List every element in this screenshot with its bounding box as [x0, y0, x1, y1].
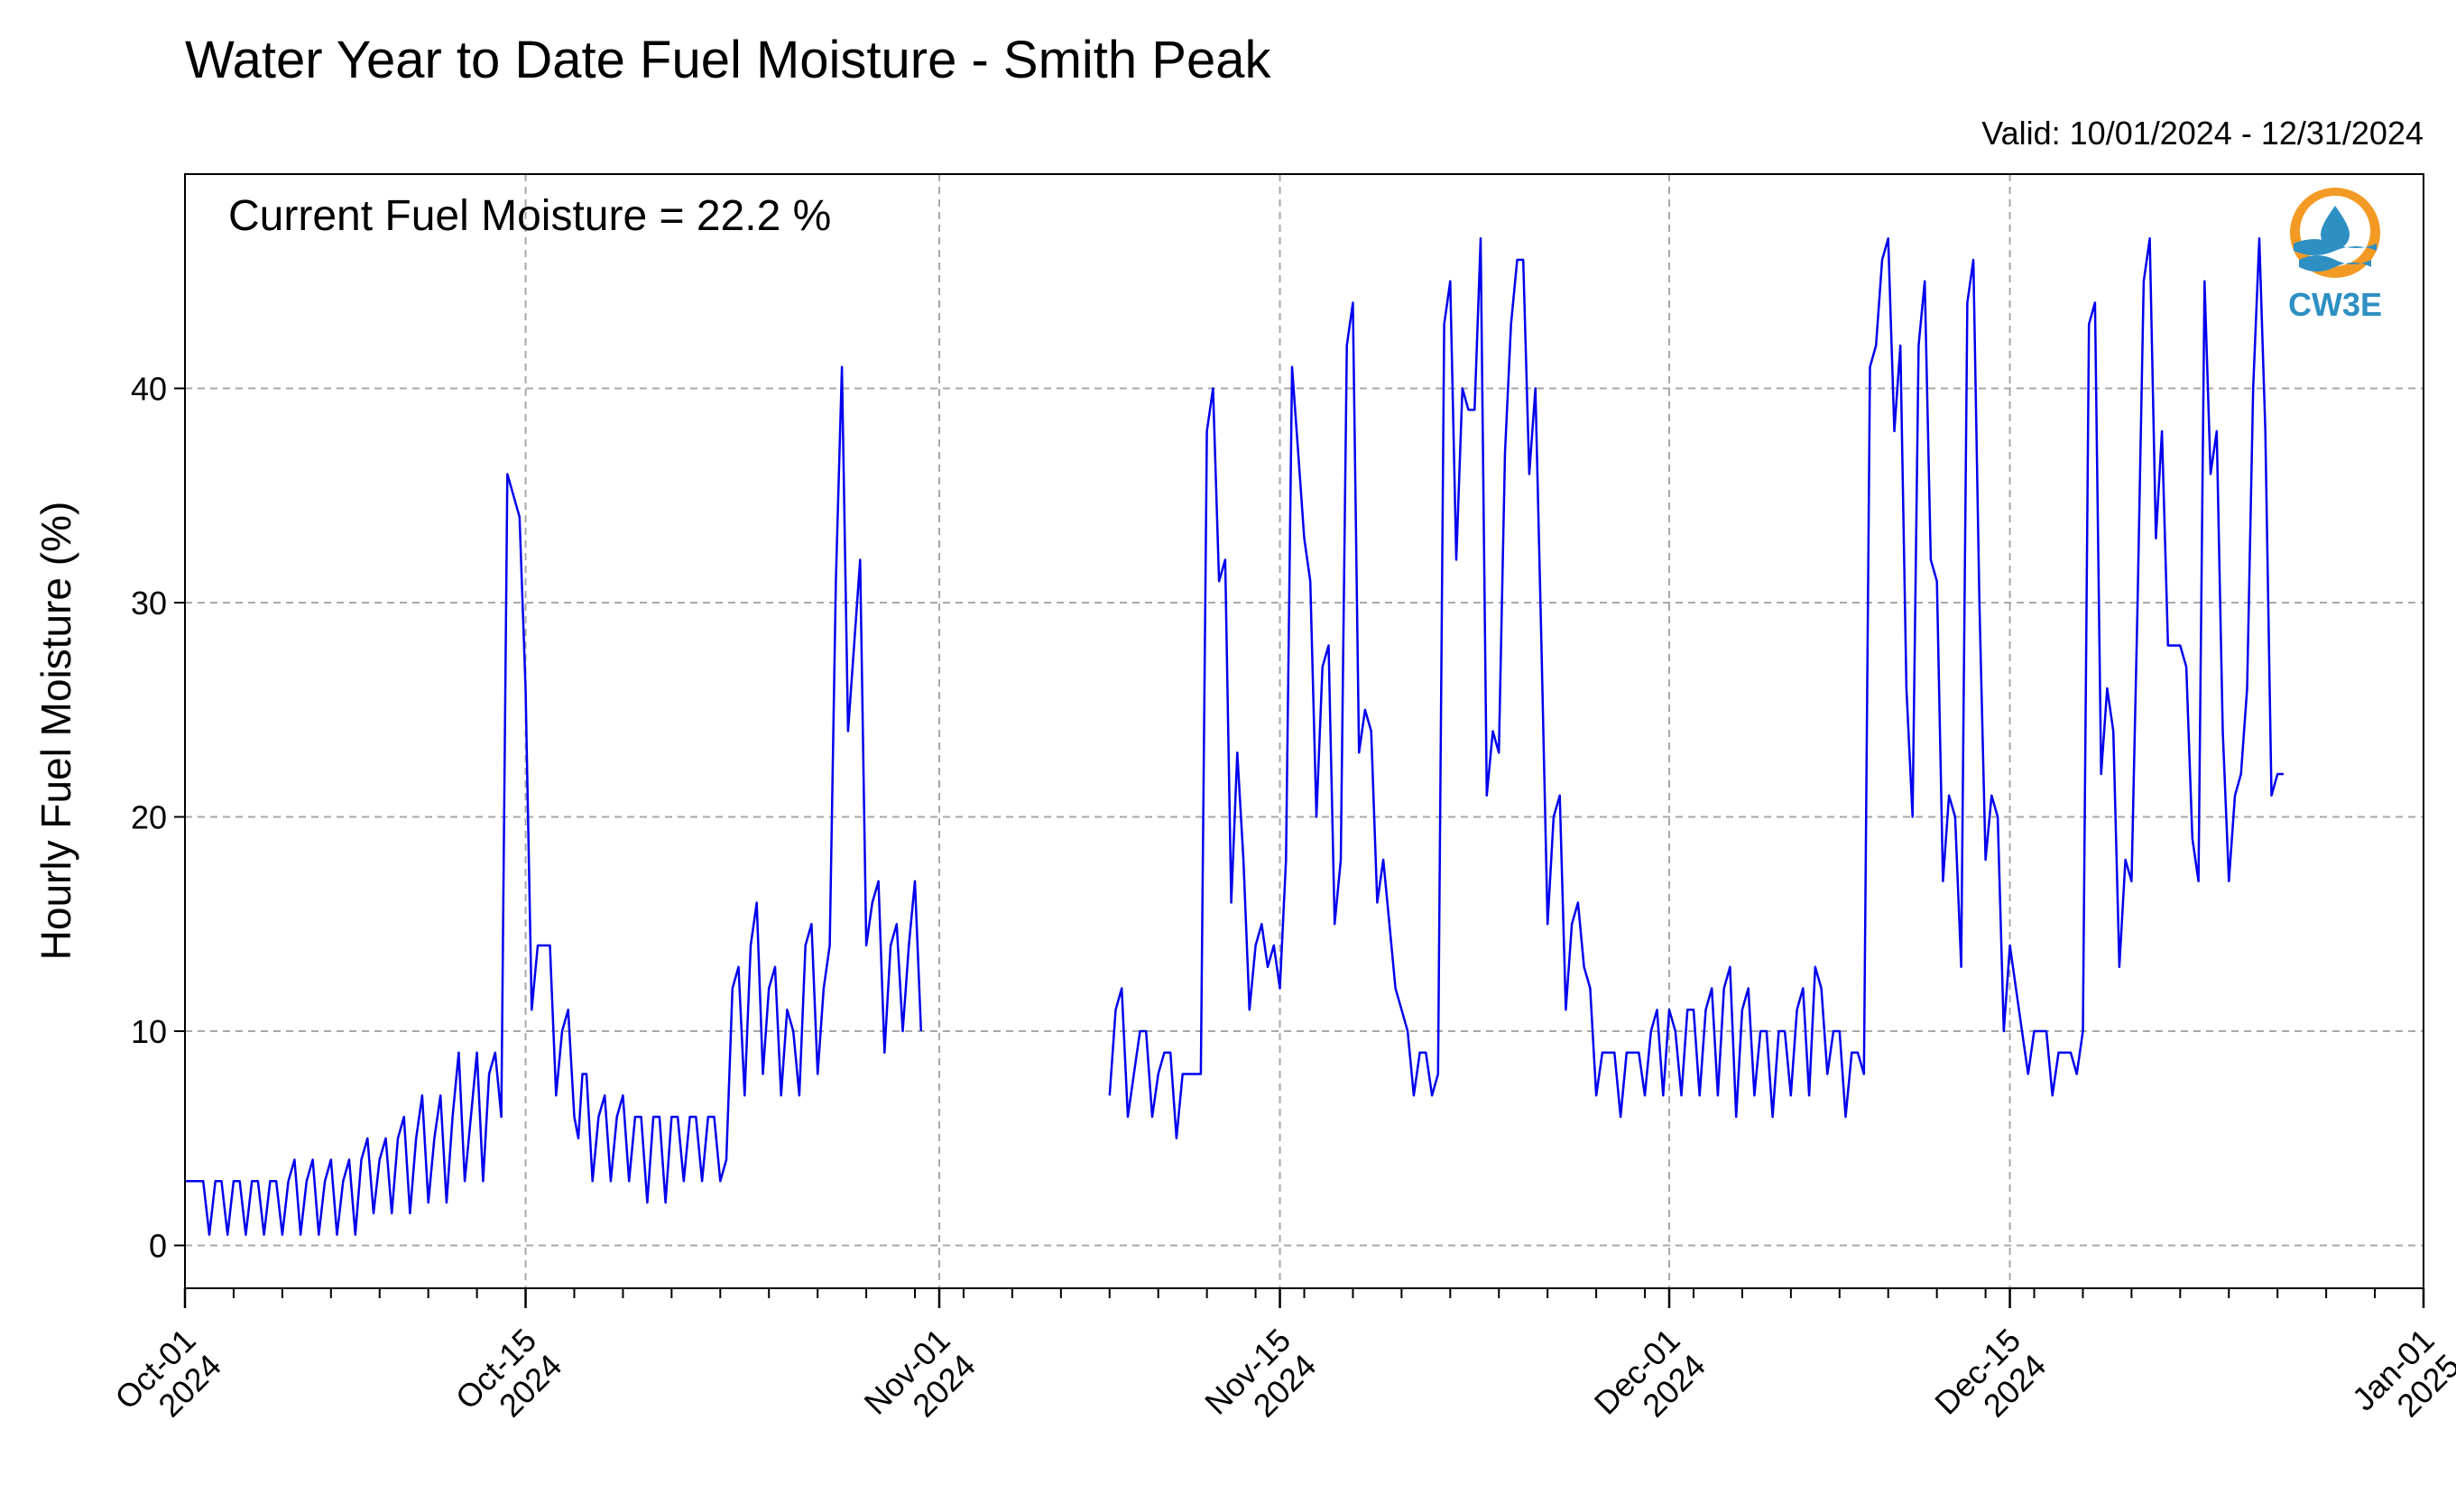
logo-text: CW3E: [2288, 286, 2382, 323]
y-axis-label: Hourly Fuel Moisture (%): [32, 502, 79, 961]
grid-lines: [185, 174, 2424, 1288]
series-layer: [185, 237, 2284, 1236]
y-tick-label: 0: [149, 1228, 167, 1265]
x-tick-label: Jan-012025: [2345, 1322, 2456, 1443]
x-tick-label: Oct-012024: [107, 1322, 228, 1443]
current-moisture-annotation: Current Fuel Moisture = 22.2 %: [228, 192, 831, 240]
valid-range: Valid: 10/01/2024 - 12/31/2024: [1981, 115, 2424, 152]
cw3e-logo: CW3E: [2288, 188, 2382, 323]
series-line: [185, 365, 923, 1236]
y-tick-label: 20: [131, 799, 167, 836]
x-tick-label: Dec-012024: [1587, 1322, 1713, 1447]
x-tick-label: Nov-152024: [1197, 1322, 1323, 1447]
logo-drop-icon: [2321, 206, 2350, 249]
x-axis: Oct-012024 Oct-152024 Nov-012024 Nov-152024…: [107, 1288, 2456, 1447]
chart-title: Water Year to Date Fuel Moisture - Smith…: [185, 31, 1271, 89]
series-line: [1108, 237, 2284, 1140]
x-tick-label: Nov-012024: [857, 1322, 983, 1447]
y-tick-label: 10: [131, 1013, 167, 1050]
y-tick-label: 40: [131, 371, 167, 408]
y-tick-label: 30: [131, 585, 167, 622]
y-axis: 0 10 20 30 40: [131, 371, 185, 1265]
x-tick-label: Oct-152024: [448, 1322, 569, 1443]
x-tick-label: Dec-152024: [1927, 1322, 2053, 1447]
